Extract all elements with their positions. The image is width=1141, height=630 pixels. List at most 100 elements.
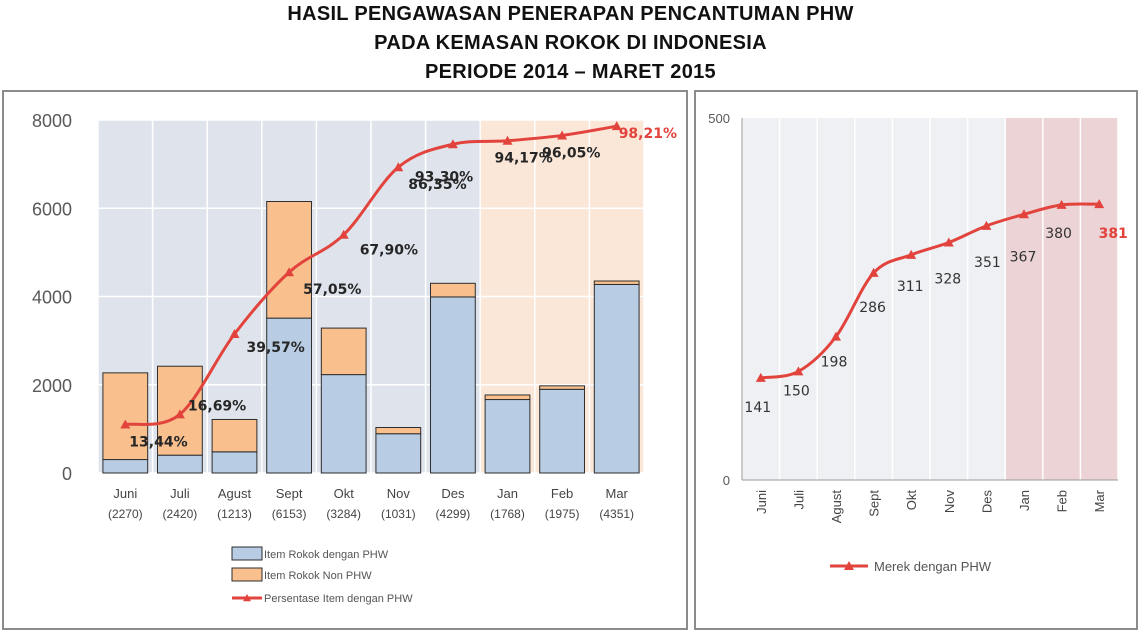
- x-tick-label: Juni: [754, 490, 769, 514]
- brand-marker: [1094, 199, 1105, 209]
- legend-swatch-phw: [231, 546, 263, 561]
- percentage-label: 98,21%: [619, 126, 677, 142]
- y-tick-label: 2000: [32, 376, 72, 396]
- percentage-label: 96,05%: [542, 145, 600, 161]
- x-tick-label: Sept: [276, 486, 303, 501]
- x-tick-label: Mar: [606, 486, 629, 501]
- brand-count-label: 286: [859, 300, 886, 316]
- legend-label-phw: Item Rokok dengan PHW: [264, 549, 389, 561]
- brand-marker: [943, 237, 954, 247]
- brand-count-label: 380: [1045, 226, 1072, 242]
- brand-count-label: 141: [744, 400, 771, 416]
- brand-marker: [1019, 209, 1029, 219]
- brand-marker: [755, 372, 766, 382]
- y-tick-label: 6000: [32, 199, 72, 219]
- percentage-marker: [284, 267, 295, 277]
- bar-item-phw: [320, 374, 367, 474]
- bar-item-phw: [375, 433, 422, 474]
- bar-item-phw: [266, 317, 312, 474]
- x-tick-label: Des: [979, 490, 994, 514]
- brand-marker: [906, 249, 917, 259]
- bar-item-non-phw: [539, 385, 585, 390]
- bar-item-phw: [157, 454, 203, 474]
- bar-item-non-phw: [102, 372, 149, 461]
- bar-item-non-phw: [157, 365, 203, 456]
- bar-item-non-phw: [211, 418, 258, 453]
- bar-item-phw: [539, 388, 585, 474]
- x-tick-label: Okt: [904, 490, 919, 511]
- percentage-marker: [502, 135, 513, 145]
- brand-count-label: 381: [1099, 226, 1128, 242]
- percentage-line: [125, 124, 617, 426]
- brand-count-label: 367: [1010, 249, 1037, 265]
- percentage-label: 16,69%: [188, 398, 246, 414]
- percentage-label: 86,35%: [408, 177, 466, 193]
- legend-label-brand: Merek dengan PHW: [874, 559, 992, 574]
- legend-marker-percentage: [243, 594, 251, 602]
- item-phw-chart: 0 2000 4000 6000 8000 13,44% 16,69% 39,57% 57,05…: [32, 111, 677, 605]
- legend-label-percentage: Persentase Item dengan PHW: [264, 593, 413, 605]
- x-tick-label: Agust: [218, 486, 252, 501]
- x-tick-sublabel: (3284): [326, 507, 361, 521]
- x-tick-sublabel: (1768): [490, 507, 525, 521]
- percentage-marker: [338, 229, 349, 239]
- x-tick-label: Feb: [1055, 490, 1070, 512]
- x-tick-label: Juni: [113, 486, 137, 501]
- x-tick-sublabel: (1213): [217, 507, 252, 521]
- x-tick-sublabel: (2270): [108, 507, 143, 521]
- x-tick-label: Des: [441, 486, 465, 501]
- x-tick-sublabel: (1031): [381, 507, 416, 521]
- bar-item-phw: [102, 459, 149, 474]
- bar-item-non-phw: [484, 394, 531, 401]
- title-line-1: HASIL PENGAWASAN PENERAPAN PENCANTUMAN P…: [287, 3, 854, 25]
- brand-count-label: 198: [821, 355, 848, 371]
- chart-title: HASIL PENGAWASAN PENERAPAN PENCANTUMAN P…: [0, 0, 1141, 87]
- x-tick-label: Jan: [1017, 490, 1032, 511]
- y-tick-label: 4000: [32, 288, 72, 308]
- x-tick-label: Jan: [497, 486, 518, 501]
- x-tick-label: Nov: [942, 490, 957, 514]
- x-tick-label: Juli: [170, 486, 190, 501]
- y-tick-label: 8000: [32, 111, 72, 131]
- right-chart-panel: 0 500 141 150 198 286 311 328 351 367 380 381 Juni Ju…: [694, 90, 1138, 630]
- percentage-marker: [120, 419, 131, 429]
- brand-marker: [868, 267, 879, 277]
- bar-item-phw: [430, 296, 476, 474]
- brand-marker: [831, 331, 841, 341]
- left-chart-panel: 0 2000 4000 6000 8000 13,44% 16,69% 39,57% 57,05…: [2, 90, 688, 630]
- x-tick-label: Nov: [387, 486, 411, 501]
- y-tick-label: 0: [723, 473, 730, 488]
- bar-item-non-phw: [593, 280, 640, 285]
- percentage-marker: [174, 409, 185, 419]
- brand-count-label: 150: [783, 383, 810, 399]
- title-line-2: PADA KEMASAN ROKOK DI INDONESIA: [374, 32, 767, 54]
- legend-swatch-non-phw: [231, 567, 263, 582]
- x-tick-sublabel: (2420): [163, 507, 198, 521]
- highlight-band: [1005, 118, 1118, 480]
- brand-line: [760, 202, 1100, 380]
- brand-count-label: 328: [934, 272, 961, 288]
- bar-item-phw: [211, 451, 258, 474]
- y-tick-label: 0: [62, 464, 72, 484]
- x-tick-label: Agust: [829, 490, 844, 524]
- legend-label-non-phw: Item Rokok Non PHW: [264, 570, 372, 582]
- x-tick-label: Juli: [791, 490, 806, 510]
- x-tick-label: Mar: [1092, 489, 1107, 512]
- percentage-marker: [393, 162, 404, 172]
- percentage-label: 39,57%: [247, 340, 305, 356]
- bar-item-non-phw: [375, 427, 422, 435]
- percentage-label: 67,90%: [360, 243, 418, 259]
- y-tick-label: 500: [708, 111, 730, 126]
- bar-item-phw: [593, 283, 640, 474]
- bar-item-phw: [484, 399, 531, 474]
- brand-marker: [1056, 199, 1067, 209]
- x-tick-sublabel: (1975): [545, 507, 580, 521]
- percentage-marker: [447, 139, 458, 149]
- brand-count-label: 351: [974, 255, 1001, 271]
- percentage-marker: [557, 130, 568, 140]
- x-tick-sublabel: (4351): [599, 507, 634, 521]
- percentage-marker: [229, 329, 240, 339]
- percentage-label: 94,17%: [495, 151, 553, 167]
- brand-marker: [981, 220, 992, 230]
- percentage-label: 13,44%: [129, 434, 187, 450]
